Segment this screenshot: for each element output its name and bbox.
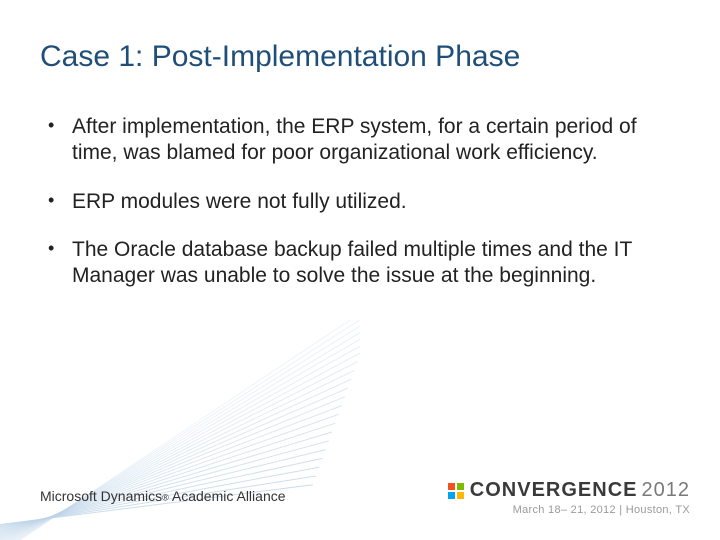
convergence-flag-icon xyxy=(448,483,464,499)
bullet-item: After implementation, the ERP system, fo… xyxy=(48,114,680,167)
diagonal-lines-decoration xyxy=(0,320,360,540)
bullet-item: ERP modules were not fully utilized. xyxy=(48,189,680,215)
slide-title: Case 1: Post-Implementation Phase xyxy=(40,40,680,74)
footer-prefix: Microsoft Dynamics xyxy=(40,488,162,504)
convergence-dateline: March 18– 21, 2012 | Houston, TX xyxy=(448,504,690,516)
bullet-list: After implementation, the ERP system, fo… xyxy=(40,114,680,289)
footer-suffix: Academic Alliance xyxy=(169,488,286,504)
bullet-item: The Oracle database backup failed multip… xyxy=(48,237,680,290)
convergence-year: 2012 xyxy=(642,479,691,502)
footer-program: Microsoft Dynamics® Academic Alliance xyxy=(40,488,286,504)
convergence-wordmark: CONVERGENCE xyxy=(470,479,638,502)
convergence-logo: CONVERGENCE 2012 xyxy=(448,479,690,502)
registered-mark: ® xyxy=(162,492,169,502)
slide: Case 1: Post-Implementation Phase After … xyxy=(0,0,720,540)
footer-branding: CONVERGENCE 2012 March 18– 21, 2012 | Ho… xyxy=(448,479,690,516)
